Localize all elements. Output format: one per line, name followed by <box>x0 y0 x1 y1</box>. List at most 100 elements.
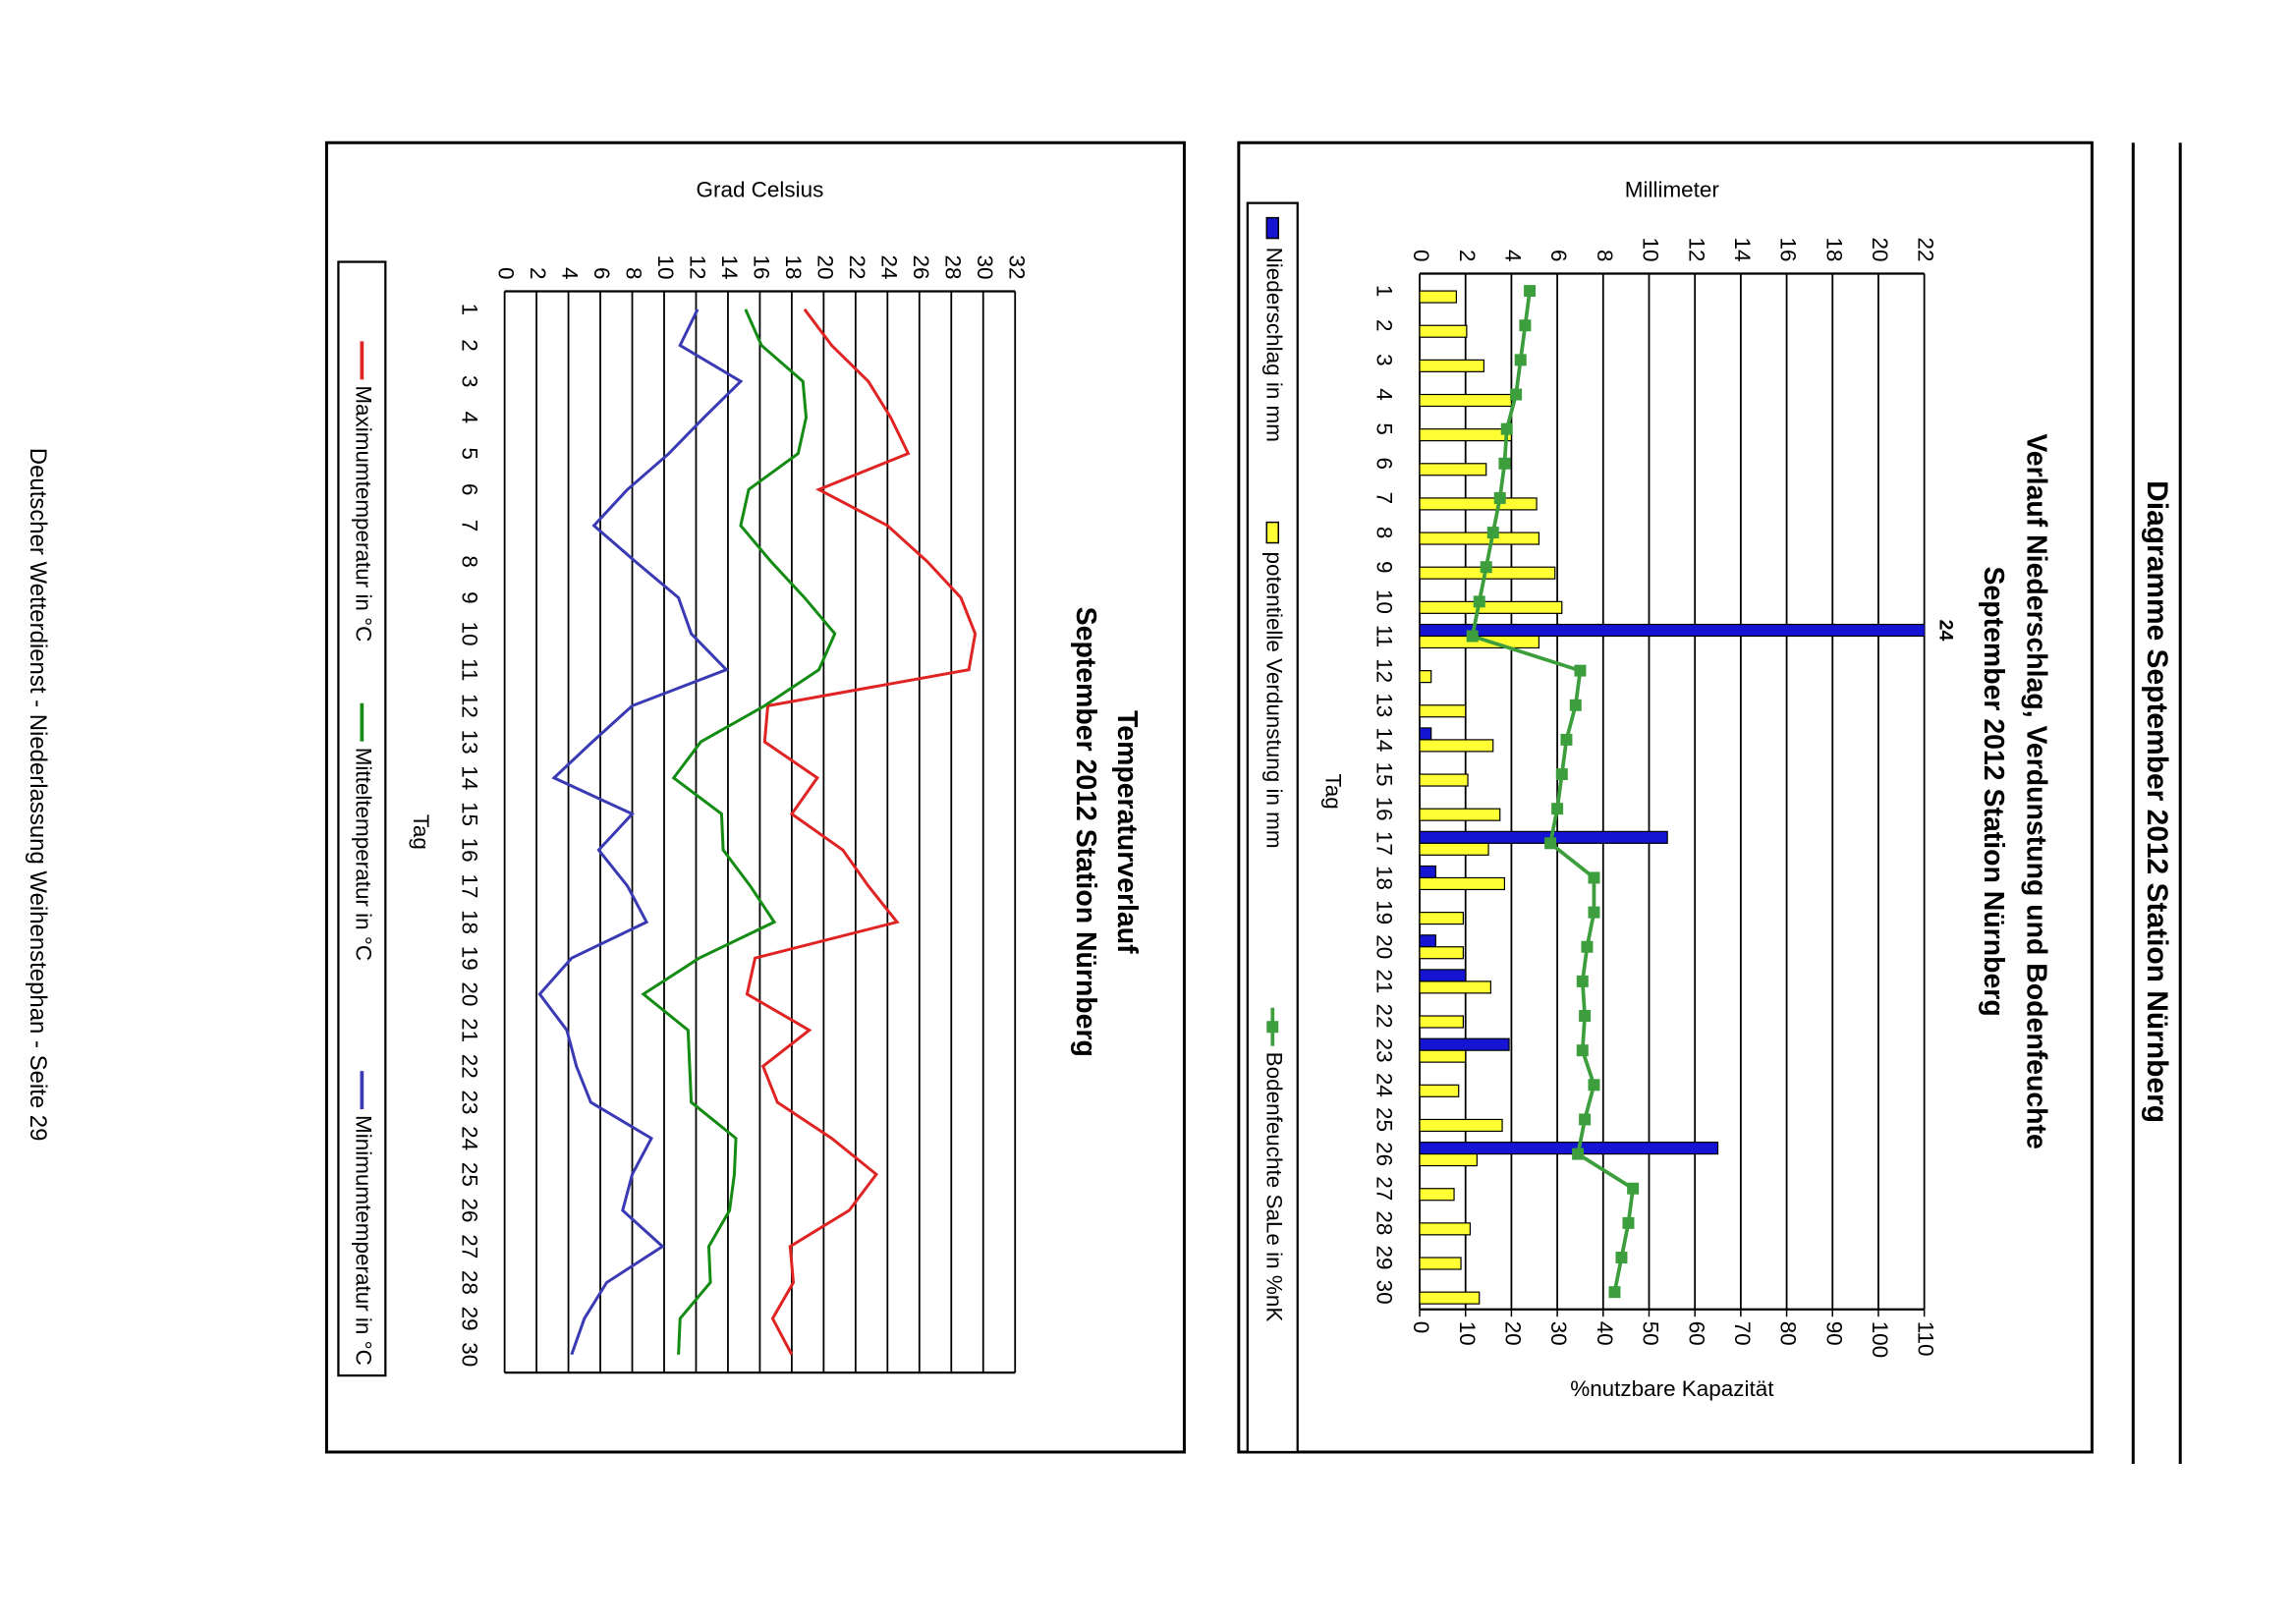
plot-area <box>1420 285 1925 1305</box>
line-series <box>641 308 837 1355</box>
y-tick-label: 28 <box>940 255 965 280</box>
y2-tick-label: 10 <box>1455 1321 1480 1346</box>
y-tick-label: 26 <box>909 255 933 280</box>
y-tick-label: 20 <box>1868 238 1892 262</box>
y-tick-label: 8 <box>622 267 646 280</box>
bar <box>1420 865 1436 879</box>
x-tick-label: 1 <box>457 304 481 315</box>
x-tick-label: 11 <box>1372 625 1397 647</box>
x-tick-label: 23 <box>1372 1038 1397 1063</box>
line-marker <box>1544 837 1557 850</box>
x-tick-label: 4 <box>1372 388 1397 401</box>
line-marker <box>1480 561 1492 574</box>
y-tick-label: 18 <box>781 255 806 280</box>
bar <box>1420 635 1540 649</box>
y2-tick-label: 110 <box>1914 1321 1938 1357</box>
bar <box>1420 623 1925 638</box>
line-marker <box>1493 491 1506 504</box>
x-tick-label: 13 <box>457 730 481 755</box>
line-series <box>745 308 978 1356</box>
x-tick-label: 9 <box>1372 561 1397 574</box>
x-tick-label: 5 <box>457 447 481 460</box>
y-tick-label: 32 <box>1004 255 1029 280</box>
y-tick-label: 10 <box>653 255 678 280</box>
x-tick-label: 27 <box>457 1234 481 1259</box>
x-tick-label: 7 <box>1372 492 1397 505</box>
y-tick-label: 22 <box>845 255 869 280</box>
x-tick-label: 20 <box>1372 934 1397 959</box>
x-tick-label: 16 <box>1372 797 1397 821</box>
x-tick-label: 29 <box>457 1307 481 1331</box>
y-tick-label: 24 <box>876 255 901 280</box>
bar <box>1420 359 1484 372</box>
legend-swatch <box>1265 216 1280 240</box>
y2-tick-label: 60 <box>1684 1321 1708 1346</box>
x-tick-label: 6 <box>1372 458 1397 471</box>
bar <box>1420 704 1467 718</box>
chart-title: Verlauf Niederschlag, Verdunstung und Bo… <box>2020 433 2051 1148</box>
bar <box>1420 324 1468 338</box>
y2-axis-label: %nutzbare Kapazität <box>1570 1376 1774 1401</box>
x-tick-label: 17 <box>1372 831 1397 856</box>
bar <box>1420 739 1494 753</box>
y-tick-label: 30 <box>973 255 997 280</box>
x-tick-label: 19 <box>1372 900 1397 924</box>
line-marker <box>1560 733 1573 746</box>
bar <box>1420 727 1432 741</box>
x-tick-label: 25 <box>457 1162 481 1187</box>
line-marker <box>1574 664 1587 677</box>
line-marker <box>1569 699 1582 711</box>
x-axis-label: Tag <box>409 814 433 850</box>
x-tick-label: 20 <box>457 981 481 1006</box>
x-tick-label: 21 <box>1372 969 1397 993</box>
line-marker <box>1576 1044 1589 1057</box>
y-axis-label: Millimeter <box>1625 178 1720 202</box>
y-tick-label: 10 <box>1639 238 1663 262</box>
bar <box>1420 969 1467 982</box>
y2-tick-label: 90 <box>1821 1321 1846 1346</box>
y2-tick-label: 20 <box>1500 1321 1525 1346</box>
line-marker <box>1514 354 1527 366</box>
x-tick-label: 10 <box>457 622 481 646</box>
page-title: Diagramme September 2012 Station Nürnber… <box>2141 480 2173 1123</box>
line-marker <box>1622 1216 1635 1229</box>
y-tick-label: 2 <box>1455 250 1480 261</box>
x-tick-label: 2 <box>457 339 481 352</box>
line-marker <box>1608 1286 1621 1299</box>
legend-label: potentielle Verdunstung in mm <box>1261 552 1286 849</box>
y-tick-label: 2 <box>526 267 550 280</box>
x-tick-label: 15 <box>457 802 481 826</box>
legend-label: Niederschlag in mm <box>1261 248 1286 442</box>
line-marker <box>1551 803 1564 815</box>
y-tick-label: 12 <box>1684 238 1708 262</box>
x-tick-label: 23 <box>457 1090 481 1114</box>
chart-frame <box>324 140 1186 1454</box>
line-marker <box>1486 527 1499 539</box>
x-tick-label: 10 <box>1372 589 1397 614</box>
bar <box>1420 830 1668 844</box>
x-tick-label: 15 <box>1372 762 1397 787</box>
x-tick-label: 30 <box>1372 1280 1397 1305</box>
bar <box>1420 773 1469 787</box>
legend-frame <box>337 260 387 1377</box>
bar <box>1420 934 1436 948</box>
line-marker <box>1498 457 1511 470</box>
bar <box>1420 290 1457 304</box>
y-tick-label: 16 <box>749 255 773 280</box>
x-tick-label: 22 <box>457 1054 481 1079</box>
x-tick-label: 11 <box>457 658 481 681</box>
legend-label: Maximumtemperatur in °C <box>351 385 375 642</box>
y-tick-label: 8 <box>1593 250 1617 261</box>
line-marker <box>1579 1113 1592 1126</box>
bar <box>1420 946 1464 960</box>
y2-tick-label: 50 <box>1639 1321 1663 1346</box>
y-tick-label: 4 <box>1500 250 1525 261</box>
chart-frame <box>1237 140 2094 1454</box>
legend-label: Minimumtemperatur in °C <box>351 1115 375 1366</box>
x-tick-label: 17 <box>457 873 481 898</box>
x-tick-label: 28 <box>1372 1210 1397 1235</box>
y-tick-label: 22 <box>1914 238 1938 262</box>
line-marker <box>1466 630 1479 643</box>
line-marker <box>1588 871 1600 884</box>
x-tick-label: 24 <box>457 1126 481 1150</box>
